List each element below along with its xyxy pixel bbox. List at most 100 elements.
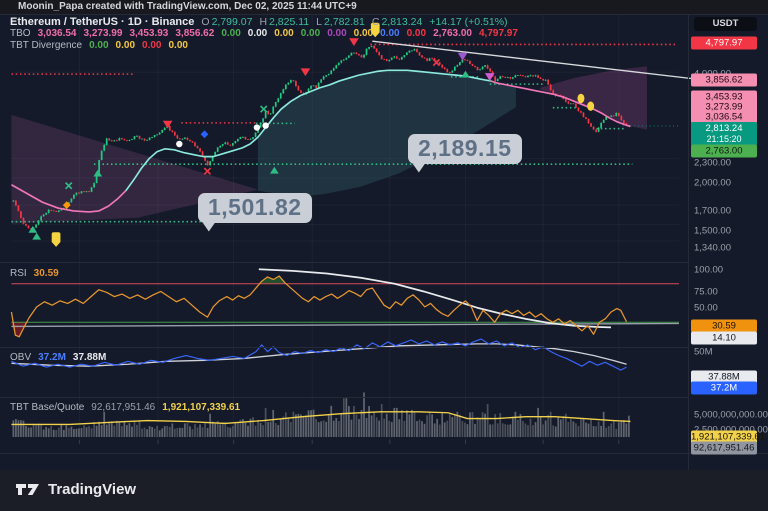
tbt-base-quote-label: TBT Base/Quote (10, 402, 85, 413)
callout-text: 2,189.15 (418, 135, 512, 161)
axis-price-label: 3,036.54 (691, 110, 757, 124)
symbol-legend-row[interactable]: Ethereum / TetherUS · 1D · Binance O 2,7… (10, 16, 508, 28)
axis-price-label: 3,856.62 (691, 73, 757, 87)
xmark-marker (432, 58, 441, 67)
indicator-value: 0.00 (247, 28, 268, 39)
shield-marker (370, 22, 380, 38)
indicator-value: 0.00 (274, 28, 294, 39)
axis-price-label: 30.59 (691, 319, 757, 333)
currency-toggle-button[interactable]: USDT (694, 17, 757, 31)
indicator-value: 0.00 (406, 28, 427, 39)
indicator-volume-row[interactable]: TBT Base/Quote 92,617,951.46 1,921,107,3… (10, 402, 240, 413)
indicator-obv-row[interactable]: OBV 37.2M 37.88M (10, 352, 106, 363)
tri_up-marker (28, 225, 38, 233)
axis-price-label: 2,763.00 (691, 144, 757, 158)
indicator-rsi-row[interactable]: RSI 30.59 (10, 268, 59, 279)
tri_up-marker (32, 232, 42, 240)
indicator-value: 0.00 (327, 28, 347, 39)
axis-tick: 100.00 (694, 264, 724, 276)
tbo-cloud (257, 70, 516, 197)
circle-marker (262, 122, 269, 129)
tbt-divergence-label: TBT Divergence (10, 40, 83, 51)
chart-canvas[interactable] (0, 14, 768, 470)
open-value: 2,799.07 (211, 16, 253, 28)
tbo-label: TBO (10, 28, 31, 39)
tri_up-marker (93, 169, 103, 177)
indicator-value: 3,273.99 (83, 28, 123, 39)
axis-price-label: 1,921,107,339.61 (691, 430, 765, 444)
indicator-value: 3,036.54 (37, 28, 77, 39)
axis-tick: 2,300.00 (694, 157, 731, 169)
tbt-divergence-curve (258, 268, 612, 329)
tri_up-marker (461, 70, 470, 78)
axis-tick: 50M (694, 346, 713, 358)
tradingview-logo-icon (16, 484, 39, 495)
indicator-value: 0.00 (168, 40, 188, 51)
high-label: H (259, 16, 268, 28)
high-value: 2,825.11 (269, 16, 310, 28)
axis-price-label: 14.10 (691, 331, 757, 345)
open-label: O (201, 16, 210, 28)
axis-tick: 75.00 (694, 286, 718, 298)
tri_down-marker (349, 38, 359, 47)
axis-tick: 1,700.00 (694, 205, 731, 217)
axis-tick: 1,340.00 (694, 242, 731, 254)
shield-marker (51, 232, 61, 247)
indicator-value: 0.00 (353, 28, 374, 39)
close-label: C (371, 16, 380, 28)
symbol-title[interactable]: Ethereum / TetherUS · 1D · Binance (10, 16, 195, 28)
price-axis[interactable]: 4,000.002,300.002,000.001,700.001,500.00… (688, 14, 768, 470)
axis-price-label: 92,617,951.46 (691, 441, 757, 455)
indicator-value: 0.00 (142, 40, 162, 51)
base-volume-value: 92,617,951.46 (91, 402, 156, 413)
price-callout-2189[interactable]: 2,189.15 (408, 134, 522, 173)
indicator-value: 0.00 (115, 40, 136, 51)
xmark-marker (64, 182, 73, 190)
axis-price-label: 4,797.97 (691, 36, 757, 50)
rsi-bottom-line (11, 322, 679, 328)
attribution-text: Moonin_Papa created with TradingView.com… (18, 1, 357, 12)
axis-tick: 5,000,000,000.00 (694, 409, 768, 421)
obv-line (11, 338, 627, 371)
quote-volume-value: 1,921,107,339.61 (162, 402, 241, 413)
xmark-marker (203, 167, 212, 175)
tri_up-marker (270, 166, 279, 174)
oval-marker (577, 93, 585, 104)
tri_down-marker (457, 52, 468, 61)
attribution-bar: Moonin_Papa created with TradingView.com… (0, 0, 768, 14)
axis-tick: 2,500,000,000.00 (694, 425, 768, 436)
obv-label: OBV (10, 352, 32, 363)
indicator-tbo-row[interactable]: TBO 3,036.54 3,273.99 3,453.93 3,856.62 0.00… (10, 28, 518, 39)
axis-price-label: 3,453.93 (691, 90, 757, 104)
footer-bar: TradingView (0, 470, 768, 511)
axis-price-label: 37.88M (691, 370, 757, 384)
circle-marker (253, 124, 261, 131)
rsi-line (10, 275, 628, 338)
indicator-value: 0.00 (300, 28, 321, 39)
tri_down-marker (300, 68, 311, 77)
tri_down-marker (484, 73, 495, 81)
tbo-baseline (125, 69, 491, 192)
low-value: 2,782.81 (323, 16, 365, 28)
diamond-marker (62, 201, 71, 210)
indicator-value: 3,453.93 (129, 28, 169, 39)
indicator-value: 0.00 (221, 28, 241, 39)
axis-price-label: 37.2M (691, 381, 757, 395)
rsi-value: 30.59 (33, 268, 59, 279)
obv-value: 37.2M (38, 352, 66, 363)
indicator-tbt-divergence-row[interactable]: TBT Divergence 0.00 0.00 0.00 0.00 (10, 40, 188, 51)
tbo-baseline (11, 184, 127, 213)
tradingview-brand-link[interactable]: TradingView (16, 481, 136, 498)
indicator-value: 4,797.97 (479, 28, 518, 39)
rsi-label: RSI (10, 268, 27, 279)
callout-text: 1,501.82 (208, 194, 302, 220)
change-value: +14.17 (+0.51%) (429, 16, 508, 28)
xmark-marker (260, 105, 268, 113)
axis-price-label: 2,813.24 21:15:20 (691, 122, 757, 146)
circle-marker (176, 140, 183, 148)
indicator-value: 0.00 (89, 40, 109, 51)
trendline-drawing[interactable] (372, 40, 696, 80)
price-callout-1501[interactable]: 1,501.82 (198, 193, 312, 232)
diamond-marker (200, 130, 209, 139)
